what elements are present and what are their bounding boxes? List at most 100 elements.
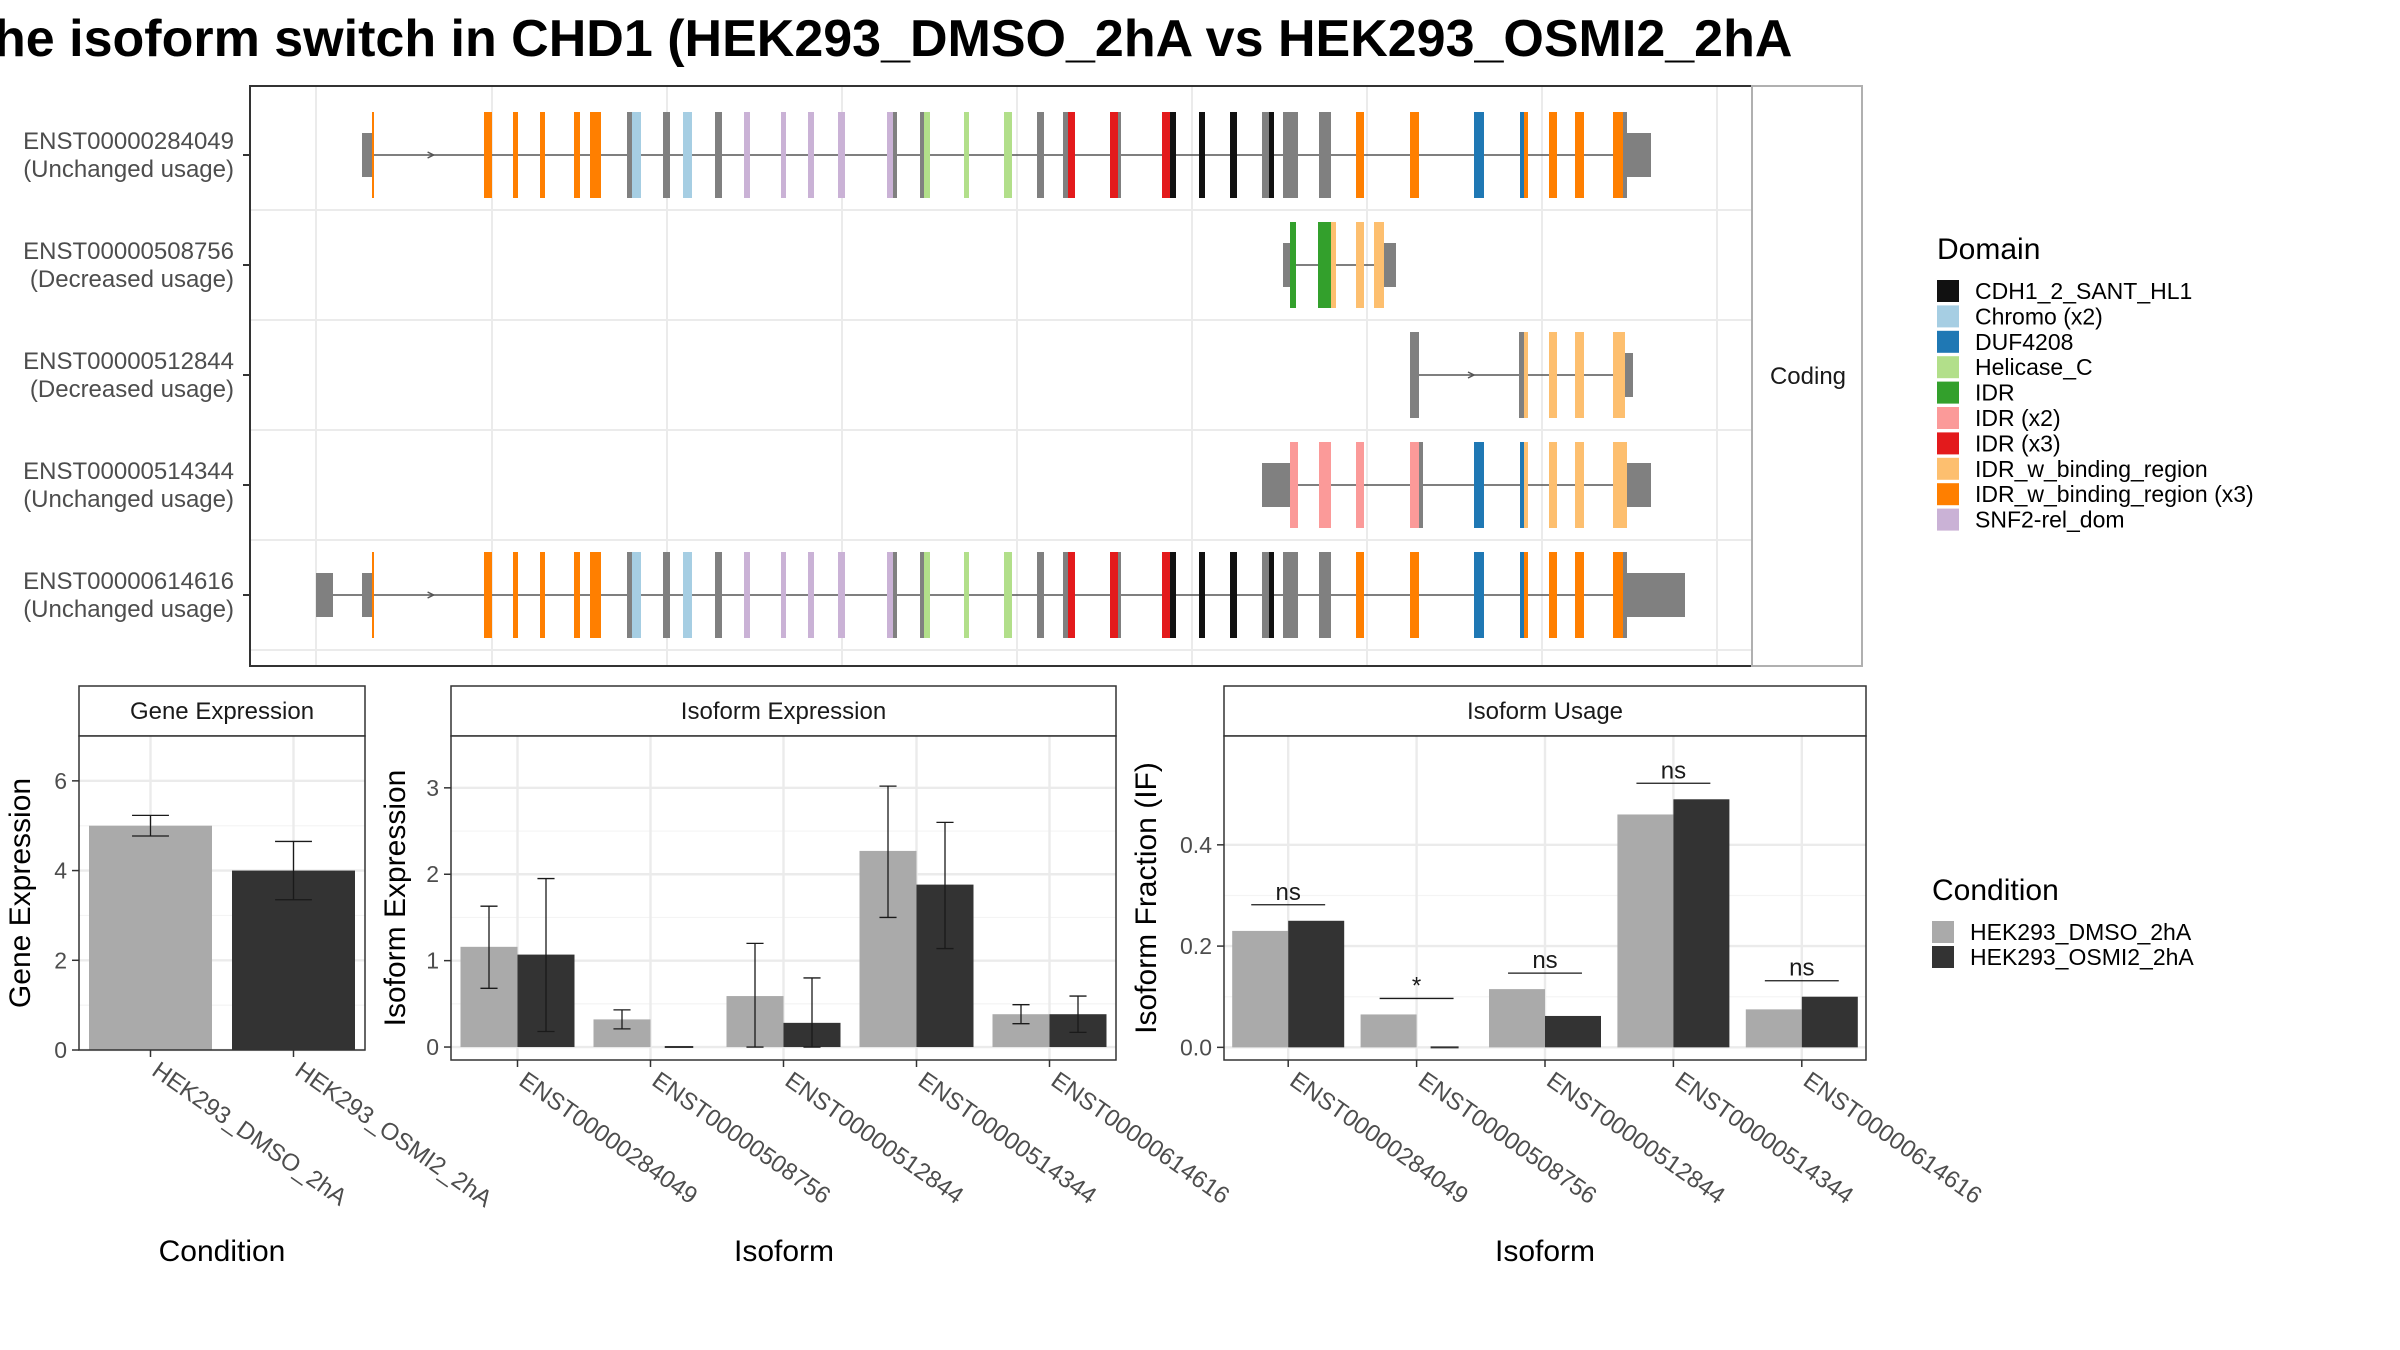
- chart-title: Isoform Usage: [1467, 698, 1623, 725]
- y-tick-label: 0.2: [1180, 933, 1212, 959]
- exon-block: [1319, 552, 1331, 638]
- exon-block: [663, 552, 670, 638]
- exon-block: [1290, 222, 1296, 308]
- y-axis-title: Isoform Expression: [379, 770, 412, 1027]
- bar: [1545, 1015, 1601, 1048]
- exon-block: [540, 552, 545, 638]
- transcript-id-label: ENST00000508756: [23, 238, 234, 265]
- domain-legend-swatch: [1937, 381, 1959, 404]
- exon-block: [1613, 442, 1627, 528]
- exon-block: [1283, 112, 1298, 198]
- exon-block: [1410, 112, 1419, 198]
- exon-block: [893, 112, 897, 198]
- significance-label: ns: [1789, 955, 1814, 982]
- bar: [89, 825, 212, 1050]
- exon-block: [887, 112, 893, 198]
- exon-block: [1319, 112, 1331, 198]
- transcript-usage-label: (Decreased usage): [30, 266, 234, 293]
- exon-block: [540, 112, 545, 198]
- domain-legend-swatch: [1937, 330, 1959, 353]
- condition-legend-title: Condition: [1932, 874, 2059, 907]
- significance-label: ns: [1276, 879, 1301, 906]
- significance-label: *: [1412, 972, 1421, 999]
- domain-legend-swatch: [1937, 407, 1959, 429]
- domain-legend-label: IDR: [1975, 380, 2015, 406]
- domain-legend-swatch: [1937, 305, 1959, 328]
- bar: [1617, 814, 1674, 1048]
- exon-block: [1549, 552, 1557, 638]
- y-tick-label: 4: [54, 858, 67, 884]
- domain-legend-label: CDH1_2_SANT_HL1: [1975, 278, 2192, 304]
- exon-block: [1004, 552, 1012, 638]
- domain-legend-swatch: [1937, 508, 1959, 531]
- exon-block: [1474, 442, 1484, 528]
- domain-legend-label: Helicase_C: [1975, 354, 2093, 380]
- y-tick-label: 0: [54, 1037, 67, 1063]
- exon-block: [1063, 112, 1068, 198]
- domain-legend-label: Chromo (x2): [1975, 303, 2103, 329]
- exon-block: [1319, 442, 1331, 528]
- isoform-expression-chart: Isoform Expression0123ENST00000284049ENS…: [379, 685, 1234, 1268]
- domain-legend-label: IDR (x3): [1975, 430, 2061, 456]
- exon-block: [1262, 112, 1269, 198]
- exon-block: [627, 112, 632, 198]
- exon-block: [1068, 552, 1075, 638]
- y-tick-label: 3: [426, 775, 439, 801]
- exon-block: [1063, 552, 1068, 638]
- exon-block: [893, 552, 897, 638]
- exon-block: [715, 552, 722, 638]
- transcript-id-label: ENST00000614616: [23, 568, 234, 595]
- exon-block: [887, 552, 893, 638]
- facet-strip: [1751, 85, 1863, 667]
- transcript-id-label: ENST00000284049: [23, 128, 234, 155]
- exon-block: [1627, 463, 1651, 507]
- y-tick-label: 2: [54, 947, 67, 973]
- exon-block: [1520, 112, 1524, 198]
- exon-block: [920, 112, 924, 198]
- transcript-id-label: ENST00000512844: [23, 348, 234, 375]
- bar: [232, 870, 355, 1050]
- exon-block: [372, 552, 374, 638]
- exon-block: [964, 112, 969, 198]
- exon-block: [1230, 112, 1237, 198]
- y-axis-title: Isoform Fraction (IF): [1130, 762, 1163, 1034]
- exon-block: [1170, 112, 1176, 198]
- exon-block: [1230, 552, 1237, 638]
- significance-label: ns: [1661, 757, 1686, 784]
- exon-block: [1170, 552, 1176, 638]
- exon-block: [1549, 332, 1557, 418]
- transcript-usage-label: (Unchanged usage): [23, 596, 234, 623]
- exon-block: [1625, 353, 1633, 397]
- domain-legend-label: SNF2-rel_dom: [1975, 507, 2125, 533]
- exon-block: [372, 112, 374, 198]
- domain-legend-label: DUF4208: [1975, 329, 2073, 355]
- y-tick-label: 0.0: [1180, 1034, 1212, 1060]
- transcript-usage-label: (Unchanged usage): [23, 156, 234, 183]
- exon-block: [1575, 332, 1584, 418]
- exon-block: [808, 112, 814, 198]
- exon-block: [1384, 243, 1396, 287]
- exon-block: [1118, 112, 1121, 198]
- domain-legend-swatch: [1937, 483, 1959, 506]
- exon-block: [590, 552, 601, 638]
- exon-block: [1269, 552, 1274, 638]
- exon-block: [1162, 552, 1170, 638]
- exon-block: [1410, 552, 1419, 638]
- exon-block: [627, 552, 632, 638]
- exon-block: [663, 112, 670, 198]
- bar: [1801, 996, 1858, 1048]
- exon-block: [1283, 552, 1298, 638]
- structure-panel-background: [250, 86, 1752, 666]
- chart-strip: [78, 685, 366, 737]
- exon-block: [1627, 133, 1651, 177]
- transcript-usage-label: (Unchanged usage): [23, 486, 234, 513]
- y-tick-label: 1: [426, 948, 439, 974]
- exon-block: [1068, 112, 1075, 198]
- exon-block: [513, 112, 518, 198]
- direction-arrow: [427, 591, 436, 599]
- exon-block: [683, 112, 692, 198]
- exon-block: [484, 552, 492, 638]
